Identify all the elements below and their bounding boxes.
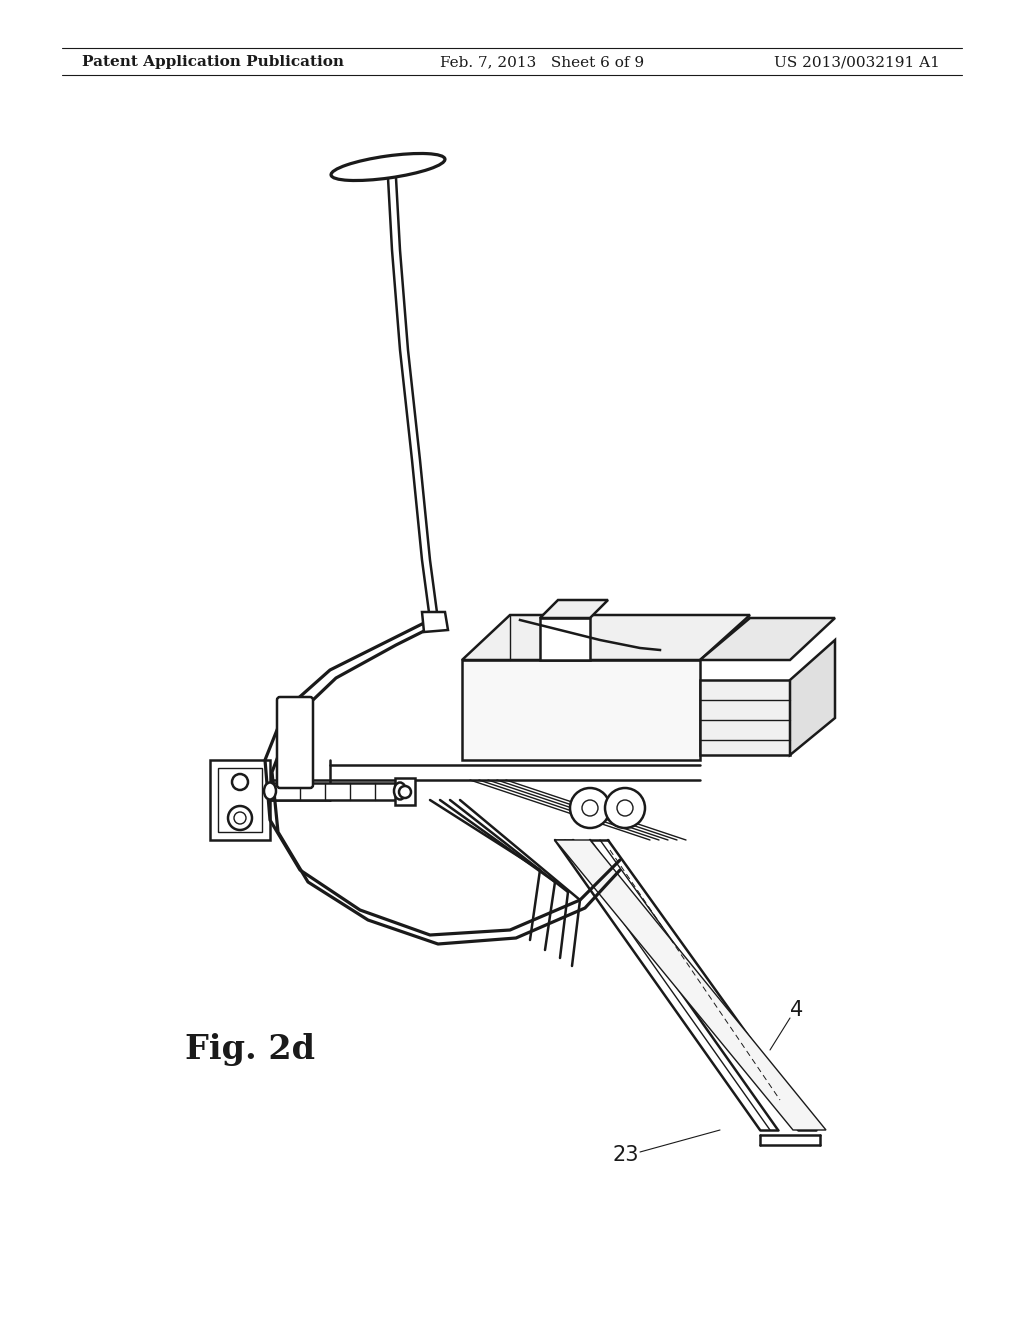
Ellipse shape [264, 783, 276, 800]
Polygon shape [210, 760, 270, 840]
Polygon shape [462, 660, 700, 760]
Circle shape [228, 807, 252, 830]
Polygon shape [790, 640, 835, 755]
Circle shape [617, 800, 633, 816]
Polygon shape [700, 618, 835, 660]
FancyBboxPatch shape [278, 697, 313, 788]
Polygon shape [422, 612, 449, 632]
Circle shape [234, 812, 246, 824]
Text: Patent Application Publication: Patent Application Publication [82, 55, 344, 69]
Polygon shape [218, 768, 262, 832]
Text: 4: 4 [790, 1001, 803, 1020]
Ellipse shape [331, 153, 445, 181]
Polygon shape [540, 601, 608, 618]
Text: US 2013/0032191 A1: US 2013/0032191 A1 [774, 55, 940, 69]
Circle shape [570, 788, 610, 828]
Text: Fig. 2d: Fig. 2d [185, 1034, 315, 1067]
Circle shape [605, 788, 645, 828]
Polygon shape [270, 783, 400, 800]
Polygon shape [555, 840, 826, 1130]
Polygon shape [540, 618, 590, 660]
Circle shape [232, 774, 248, 789]
Polygon shape [395, 777, 415, 805]
Polygon shape [700, 680, 790, 755]
Circle shape [582, 800, 598, 816]
Text: 23: 23 [612, 1144, 639, 1166]
Text: Feb. 7, 2013   Sheet 6 of 9: Feb. 7, 2013 Sheet 6 of 9 [440, 55, 644, 69]
Ellipse shape [394, 783, 406, 800]
Polygon shape [462, 615, 750, 660]
Circle shape [399, 785, 411, 799]
